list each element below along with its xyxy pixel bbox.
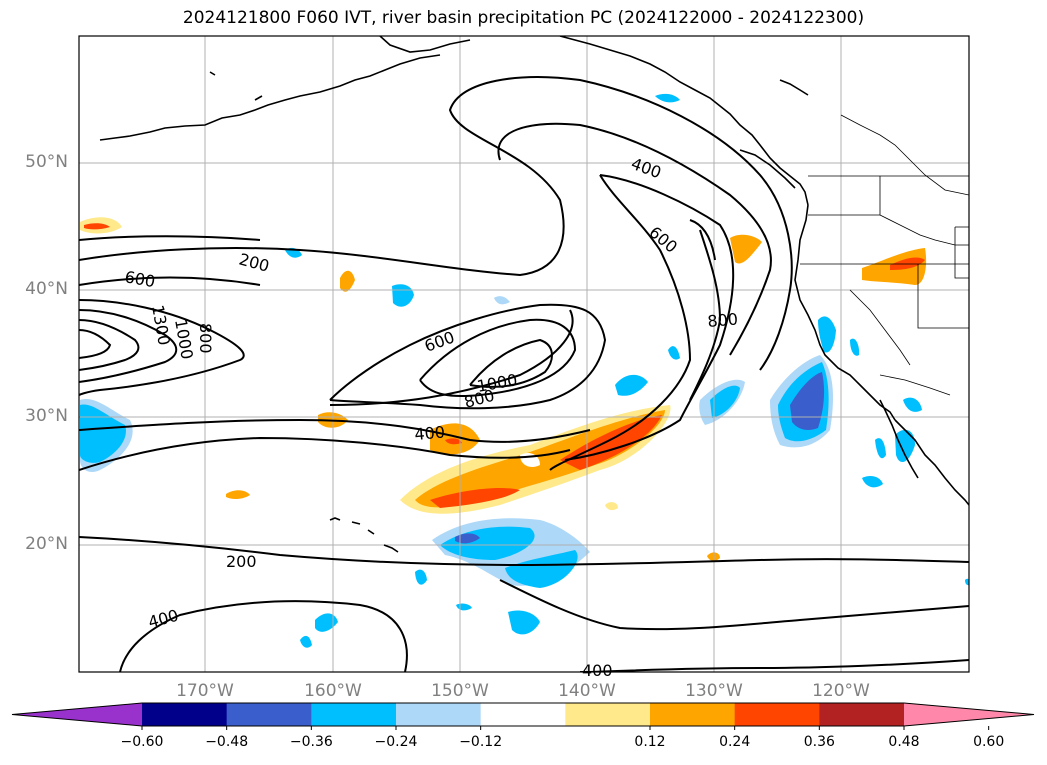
lon-label-150w: 150°W: [431, 681, 489, 701]
colorbar-segment: [480, 703, 566, 726]
colorbar-tick-label: −0.60: [120, 734, 164, 750]
lon-label-130w: 130°W: [685, 681, 743, 701]
lon-label-140w: 140°W: [558, 681, 616, 701]
colorbar-segment: [650, 703, 736, 726]
lat-label-50n: 50°N: [25, 152, 68, 172]
lat-label-30n: 30°N: [25, 406, 68, 426]
colorbar-tick-label: −0.36: [289, 734, 333, 750]
colorbar-tick-label: 0.24: [719, 734, 751, 750]
colorbar-segment: [311, 703, 397, 726]
contour-label: 400: [414, 422, 446, 444]
contour-label: 400: [582, 661, 613, 680]
colorbar-segment: [734, 703, 820, 726]
lon-label-160w: 160°W: [304, 681, 362, 701]
lat-label-20n: 20°N: [25, 534, 68, 554]
colorbar-tick-label: −0.24: [374, 734, 418, 750]
colorbar-tick-label: 0.48: [888, 734, 920, 750]
map-frame: [78, 35, 970, 673]
colorbar-tick-label: −0.12: [459, 734, 503, 750]
colorbar-segment: [142, 703, 228, 726]
colorbar-segment: [819, 703, 905, 726]
ivt-contours: [79, 76, 969, 672]
coastlines: [99, 36, 969, 553]
lon-label-120w: 120°W: [812, 681, 870, 701]
contour-label: 200: [226, 552, 257, 571]
colorbar-segment: [226, 703, 312, 726]
graticule: [79, 36, 969, 672]
colorbar: [11, 702, 1035, 730]
contour-label: 800: [196, 323, 215, 354]
colorbar-tick-label: 0.36: [803, 734, 835, 750]
colorbar-tick-label: 0.60: [973, 734, 1005, 750]
map-title: 2024121800 F060 IVT, river basin precipi…: [182, 8, 865, 28]
colorbar-tick-label: 0.12: [634, 734, 666, 750]
colorbar-extend-max: [904, 703, 1034, 726]
lat-label-40n: 40°N: [25, 279, 68, 299]
lon-label-170w: 170°W: [176, 681, 234, 701]
colorbar-tick-label: −0.48: [205, 734, 249, 750]
contour-label: 800: [707, 309, 739, 331]
colorbar-segment: [396, 703, 482, 726]
political-borders: [800, 114, 969, 396]
colorbar-extend-min: [12, 703, 142, 726]
colorbar-segment: [565, 703, 651, 726]
